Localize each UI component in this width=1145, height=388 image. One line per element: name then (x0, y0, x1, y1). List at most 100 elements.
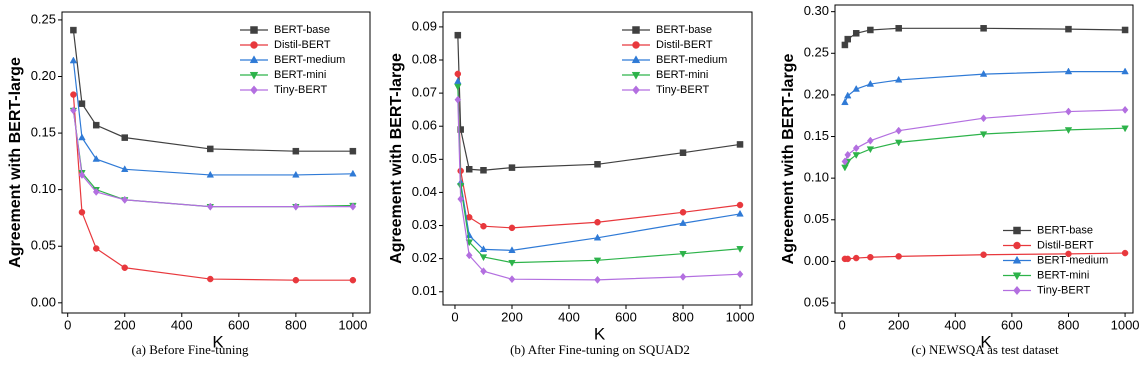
series-line (457, 86, 741, 264)
marker (841, 157, 849, 166)
series-line (72, 94, 353, 281)
marker (454, 95, 462, 104)
marker (349, 169, 357, 177)
legend-label: Distil-BERT (1037, 239, 1094, 251)
marker (78, 100, 86, 107)
x-tick-label: 200 (501, 309, 523, 324)
legend-label: BERT-mini (274, 69, 326, 81)
x-tick-label: 400 (171, 317, 193, 332)
x-tick-label: 1000 (1111, 317, 1140, 332)
marker (866, 146, 875, 154)
marker (92, 187, 100, 196)
marker (980, 25, 987, 32)
y-axis-label: Agreement with BERT-large (7, 57, 24, 268)
marker (895, 25, 902, 32)
legend-marker (249, 55, 259, 64)
legend-marker (250, 85, 258, 95)
x-axis-label: K (594, 324, 606, 343)
marker (70, 26, 77, 34)
y-tick-label: 0.10 (804, 170, 829, 185)
legend-label: BERT-medium (274, 54, 345, 66)
marker (70, 106, 77, 115)
marker (465, 251, 473, 260)
marker (1064, 67, 1073, 75)
marker (679, 209, 687, 216)
marker (1121, 26, 1129, 34)
marker (736, 246, 744, 253)
y-tick-label: 0.08 (412, 51, 437, 66)
marker (1121, 67, 1129, 75)
y-tick-label: 0.05 (412, 151, 437, 166)
marker (852, 30, 860, 37)
marker (121, 134, 128, 141)
marker (292, 276, 300, 284)
marker (679, 272, 687, 281)
plot-frame (61, 11, 371, 314)
marker (894, 75, 903, 83)
legend-label: BERT-medium (656, 54, 727, 66)
y-tick-label: 0.00 (804, 253, 829, 268)
legend-marker (631, 71, 641, 80)
y-tick-label: 0.20 (804, 86, 829, 101)
y-tick-label: 0.15 (31, 125, 56, 140)
marker (844, 150, 852, 159)
marker (867, 26, 874, 34)
marker (207, 145, 214, 153)
caption: (a) Before Fine-tuning (132, 342, 249, 357)
marker (206, 170, 215, 178)
marker (92, 154, 100, 162)
x-tick-label: 600 (615, 309, 637, 324)
legend-label: Tiny-BERT (1037, 284, 1090, 296)
legend-marker (1012, 272, 1022, 281)
series-line (457, 73, 741, 229)
marker (121, 195, 129, 204)
legend-label: Distil-BERT (274, 39, 331, 51)
marker (454, 70, 462, 78)
y-tick-label: 0.00 (31, 294, 56, 309)
marker (679, 219, 687, 226)
legend-marker (1012, 255, 1022, 264)
y-tick-label: 0.04 (412, 184, 437, 199)
marker (1065, 107, 1072, 116)
legend-marker (1013, 241, 1021, 250)
x-tick-label: 800 (285, 317, 307, 332)
legend-marker (249, 71, 259, 80)
caption: (c) NEWSQA as test dataset (911, 342, 1059, 357)
y-tick-label: 0.07 (412, 85, 437, 100)
marker (69, 56, 78, 64)
y-tick-label: 0.30 (804, 3, 829, 18)
legend-label: BERT-base (1037, 224, 1093, 236)
legend-marker (250, 26, 258, 34)
marker (508, 246, 516, 254)
marker (454, 31, 462, 39)
marker (454, 83, 462, 91)
marker (844, 35, 851, 43)
marker (895, 126, 903, 135)
marker (454, 77, 462, 85)
y-tick-label: 0.05 (804, 211, 829, 226)
marker (349, 276, 357, 284)
x-tick-label: 800 (1058, 317, 1080, 332)
marker (508, 224, 516, 232)
marker (594, 218, 601, 226)
y-axis-label: Agreement with BERT-large (780, 54, 797, 265)
legend-marker (250, 41, 258, 49)
marker (1064, 127, 1073, 134)
marker (508, 164, 516, 171)
y-tick-label: 0.25 (804, 45, 829, 60)
y-tick-label: 0.03 (412, 217, 437, 232)
marker (1065, 250, 1072, 258)
marker (480, 222, 487, 230)
marker (894, 139, 903, 147)
marker (349, 147, 357, 155)
legend-marker (1013, 226, 1021, 235)
marker (841, 41, 849, 49)
marker (679, 251, 687, 258)
marker (844, 91, 852, 99)
marker (593, 257, 602, 265)
marker (292, 202, 300, 211)
marker (457, 126, 464, 133)
legend-label: BERT-base (274, 24, 330, 36)
series-line (457, 35, 741, 171)
y-tick-label: 0.05 (31, 238, 56, 253)
